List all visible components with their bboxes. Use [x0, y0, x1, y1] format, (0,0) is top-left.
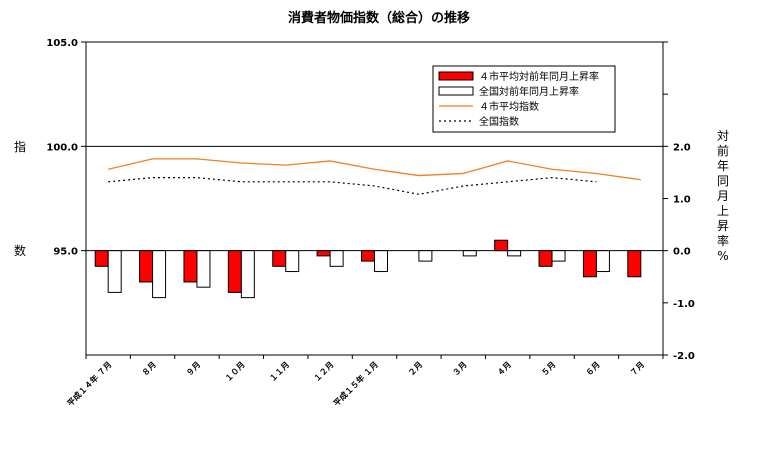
bar-4city-rate — [538, 250, 553, 267]
left-tick-label: 95.0 — [53, 247, 78, 258]
x-tick-label: １０月 — [223, 360, 246, 383]
bar-national-rate — [507, 250, 522, 257]
x-tick-label: ２月 — [407, 360, 425, 378]
legend-swatch — [438, 71, 474, 81]
bar-4city-rate — [361, 250, 375, 262]
bar-4city-rate — [94, 250, 109, 267]
right-axis-label-char: 月 — [717, 189, 729, 203]
x-tick-label: ６月 — [584, 360, 602, 378]
line-national-index — [108, 177, 597, 195]
right-axis-label-char: 同 — [717, 174, 729, 188]
right-axis-label-char: 年 — [717, 159, 729, 173]
left-tick-label: 100.0 — [46, 142, 78, 153]
right-axis-label-char: 対 — [717, 129, 729, 143]
x-tick-label: ８月 — [140, 360, 158, 378]
bar-4city-rate — [582, 250, 597, 278]
bar-4city-rate — [627, 250, 642, 278]
bar-4city-rate — [139, 250, 154, 283]
bar-national-rate — [462, 250, 477, 257]
bar-national-rate — [152, 250, 167, 299]
chart-title: 消費者物価指数（総合）の推移 — [288, 10, 470, 26]
x-tick-label: ７月 — [629, 360, 647, 378]
legend-label: ４市平均対前年同月上昇率 — [479, 70, 599, 83]
x-tick-label: ３月 — [451, 360, 469, 378]
bar-national-rate — [285, 250, 300, 273]
right-tick-label: 0.0 — [673, 247, 691, 258]
right-axis-label-char: % — [717, 249, 728, 263]
right-tick-label: -1.0 — [673, 299, 695, 310]
left-axis-label-bottom: 数 — [14, 243, 26, 258]
right-axis-label-char: 昇 — [717, 219, 729, 233]
legend-label: 全国指数 — [479, 115, 519, 128]
right-axis-label-char: 上 — [717, 204, 729, 218]
line-4city-index — [108, 158, 641, 181]
left-axis-label-top: 指 — [14, 139, 26, 154]
x-tick-label: ４月 — [495, 360, 513, 378]
x-tick-label: 平成１５年 １月 — [331, 359, 380, 408]
legend-label: 全国対前年同月上昇率 — [479, 85, 579, 98]
bar-national-rate — [595, 250, 610, 273]
bar-national-rate — [107, 250, 122, 293]
right-tick-label: -2.0 — [673, 351, 695, 362]
right-axis-label-char: 率 — [717, 233, 729, 248]
legend-swatch — [438, 86, 474, 96]
bar-4city-rate — [227, 250, 242, 293]
legend-label: ４市平均指数 — [479, 100, 539, 113]
right-tick-label: 2.0 — [673, 142, 691, 153]
x-tick-label: ９月 — [185, 360, 203, 378]
x-tick-label: ５月 — [540, 360, 558, 378]
bar-national-rate — [329, 250, 344, 267]
bar-national-rate — [418, 250, 433, 262]
bar-4city-rate — [272, 250, 287, 267]
bar-4city-rate — [494, 239, 509, 252]
right-axis-label-char: 前 — [717, 143, 729, 158]
right-axis-label: 対前年同月上昇率% — [717, 129, 729, 263]
x-tick-label: １２月 — [312, 360, 335, 383]
bar-national-rate — [196, 250, 211, 288]
x-tick-label: １１月 — [268, 360, 291, 383]
left-tick-label: 105.0 — [46, 38, 78, 49]
x-tick-label: 平成１４年 ７月 — [65, 359, 114, 408]
right-tick-label: 1.0 — [673, 195, 691, 206]
bar-national-rate — [374, 250, 388, 273]
bar-4city-rate — [316, 250, 331, 257]
bar-4city-rate — [183, 250, 198, 283]
bar-national-rate — [551, 250, 566, 262]
bar-national-rate — [240, 250, 255, 299]
